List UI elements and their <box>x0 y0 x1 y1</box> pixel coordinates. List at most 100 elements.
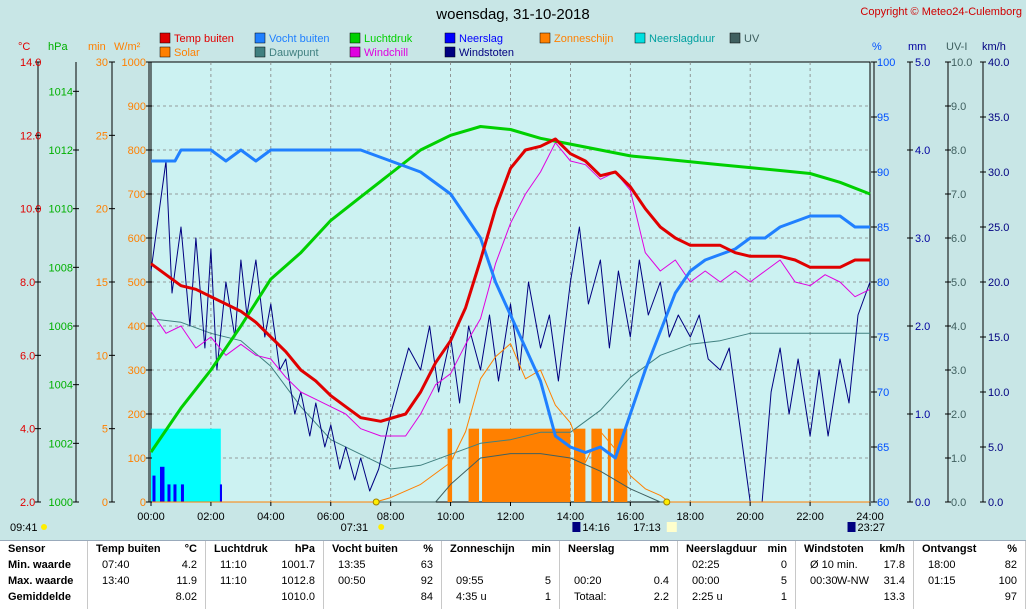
axis-tick-label-rain: 2.0 <box>915 321 930 333</box>
legend-swatch <box>445 33 455 43</box>
axis-tick-label-sunmin: 30 <box>96 57 108 69</box>
axis-tick-label-wind: 40.0 <box>988 57 1009 69</box>
sunset-label: 17:13 <box>633 522 661 534</box>
axis-tick-label-pressure: 1014 <box>49 86 73 98</box>
axis-unit-sunmin: min <box>88 41 106 53</box>
bar-zonneschijn <box>448 429 452 502</box>
axis-tick-label-pressure: 1002 <box>49 438 73 450</box>
axis-tick-label-rain: 5.0 <box>915 57 930 69</box>
axis-tick-label-uv: 8.0 <box>951 145 966 157</box>
axis-tick-label-rain: 1.0 <box>915 409 930 421</box>
axis-tick-label-humidity: 90 <box>877 167 889 179</box>
axis-tick-label-solar: 400 <box>128 321 146 333</box>
axis-tick-label-wind: 15.0 <box>988 332 1009 344</box>
stats-header: Neerslag mm <box>560 541 677 557</box>
stats-header-unit: mm <box>649 541 669 557</box>
stats-cell-time: 00:20 <box>574 573 602 589</box>
stats-row: 09:55 5 <box>442 573 559 589</box>
legend-label: Zonneschijn <box>554 33 613 45</box>
stats-column: Luchtdruk hPa 11:10 1001.7 11:10 1012.8 1010.0 <box>206 541 324 609</box>
stats-row: 11:10 1012.8 <box>206 573 323 589</box>
axis-tick-label-pressure: 1008 <box>49 262 73 274</box>
stats-row: Min. waarde <box>0 557 87 573</box>
stats-header-title: Vocht buiten <box>332 541 398 557</box>
stats-row: Max. waarde <box>0 573 87 589</box>
axis-tick-label-wind: 0.0 <box>988 497 1003 509</box>
x-tick-label: 18:00 <box>676 511 704 523</box>
axis-tick-label-sunmin: 15 <box>96 277 108 289</box>
legend-swatch <box>445 47 455 57</box>
stats-row: 13:35 63 <box>324 557 441 573</box>
x-tick-label: 12:00 <box>497 511 525 523</box>
stats-header-title: Sensor <box>8 541 45 557</box>
axis-tick-label-temp: 2.0 <box>20 497 35 509</box>
axis-tick-label-solar: 300 <box>128 365 146 377</box>
axis-tick-label-solar: 100 <box>128 453 146 465</box>
legend-swatch <box>255 33 265 43</box>
axis-tick-label-humidity: 70 <box>877 387 889 399</box>
axis-tick-label-sunmin: 20 <box>96 204 108 216</box>
stats-row: 2:25 u 1 <box>678 589 795 605</box>
x-tick-label: 00:00 <box>137 511 165 523</box>
axis-tick-label-wind: 20.0 <box>988 277 1009 289</box>
stats-cell-time: Ø 10 min. <box>810 557 858 573</box>
stats-cell-value: 0.4 <box>654 573 669 589</box>
stats-cell-time: 11:10 <box>220 557 247 573</box>
bar-neerslag <box>220 484 222 502</box>
stats-row: 1010.0 <box>206 589 323 605</box>
stats-header: Windstoten km/h <box>796 541 913 557</box>
stats-cell-value: 1 <box>781 589 787 605</box>
bar-zonneschijn <box>482 429 570 502</box>
bar-zonneschijn <box>574 429 585 502</box>
stats-column: Neerslagduur min 02:25 0 00:00 5 2:25 u 1 <box>678 541 796 609</box>
weather-chart: 2.04.06.08.010.012.014.0°C10001002100410… <box>0 0 1026 540</box>
axis-tick-label-temp: 4.0 <box>20 424 35 436</box>
stats-header-title: Neerslag <box>568 541 614 557</box>
axis-tick-label-uv: 3.0 <box>951 365 966 377</box>
stats-row <box>560 557 677 573</box>
stats-header-title: Temp buiten <box>96 541 161 557</box>
legend-swatch <box>255 47 265 57</box>
stats-cell-extra: W-NW <box>837 573 869 589</box>
stats-header-unit: % <box>423 541 433 557</box>
axis-tick-label-solar: 800 <box>128 145 146 157</box>
stats-row: 18:00 82 <box>914 557 1025 573</box>
stats-header: Zonneschijn min <box>442 541 559 557</box>
axis-tick-label-uv: 9.0 <box>951 101 966 113</box>
stats-row: Totaal: 2.2 <box>560 589 677 605</box>
axis-tick-label-rain: 3.0 <box>915 233 930 245</box>
legend-swatch <box>730 33 740 43</box>
x-tick-label: 04:00 <box>257 511 285 523</box>
axis-tick-label-uv: 6.0 <box>951 233 966 245</box>
x-tick-label: 22:00 <box>796 511 824 523</box>
stats-row: 02:25 0 <box>678 557 795 573</box>
axis-unit-wind: km/h <box>982 41 1006 53</box>
legend-label: Windstoten <box>459 47 514 59</box>
stats-cell-value: 100 <box>999 573 1017 589</box>
stats-cell-value: 8.02 <box>176 589 197 605</box>
axis-tick-label-rain: 4.0 <box>915 145 930 157</box>
stats-row: 00:30 W-NW 31.4 <box>796 573 913 589</box>
axis-tick-label-solar: 500 <box>128 277 146 289</box>
stats-cell-time: 13:40 <box>102 573 130 589</box>
axis-tick-label-temp: 14.0 <box>20 57 41 69</box>
stats-column: Neerslag mm 00:20 0.4 Totaal: 2.2 <box>560 541 678 609</box>
axis-unit-pressure: hPa <box>48 41 68 53</box>
stats-header-unit: °C <box>185 541 197 557</box>
stats-header-unit: min <box>531 541 551 557</box>
stats-cell-time: 07:40 <box>102 557 130 573</box>
axis-tick-label-pressure: 1004 <box>49 380 73 392</box>
stats-cell-time: 11:10 <box>220 573 247 589</box>
sunrise-label: 07:31 <box>341 522 369 534</box>
stats-cell-time: 00:00 <box>692 573 720 589</box>
legend-label: Solar <box>174 47 200 59</box>
stats-cell-value: 1012.8 <box>281 573 315 589</box>
axis-tick-label-uv: 0.0 <box>951 497 966 509</box>
stats-header: Sensor <box>0 541 87 557</box>
axis-tick-label-temp: 10.0 <box>20 204 41 216</box>
legend-label: Dauwpunt <box>269 47 319 59</box>
axis-tick-label-sunmin: 0 <box>102 497 108 509</box>
axis-tick-label-uv: 4.0 <box>951 321 966 333</box>
x-tick-label: 08:00 <box>377 511 405 523</box>
legend-swatch <box>540 33 550 43</box>
